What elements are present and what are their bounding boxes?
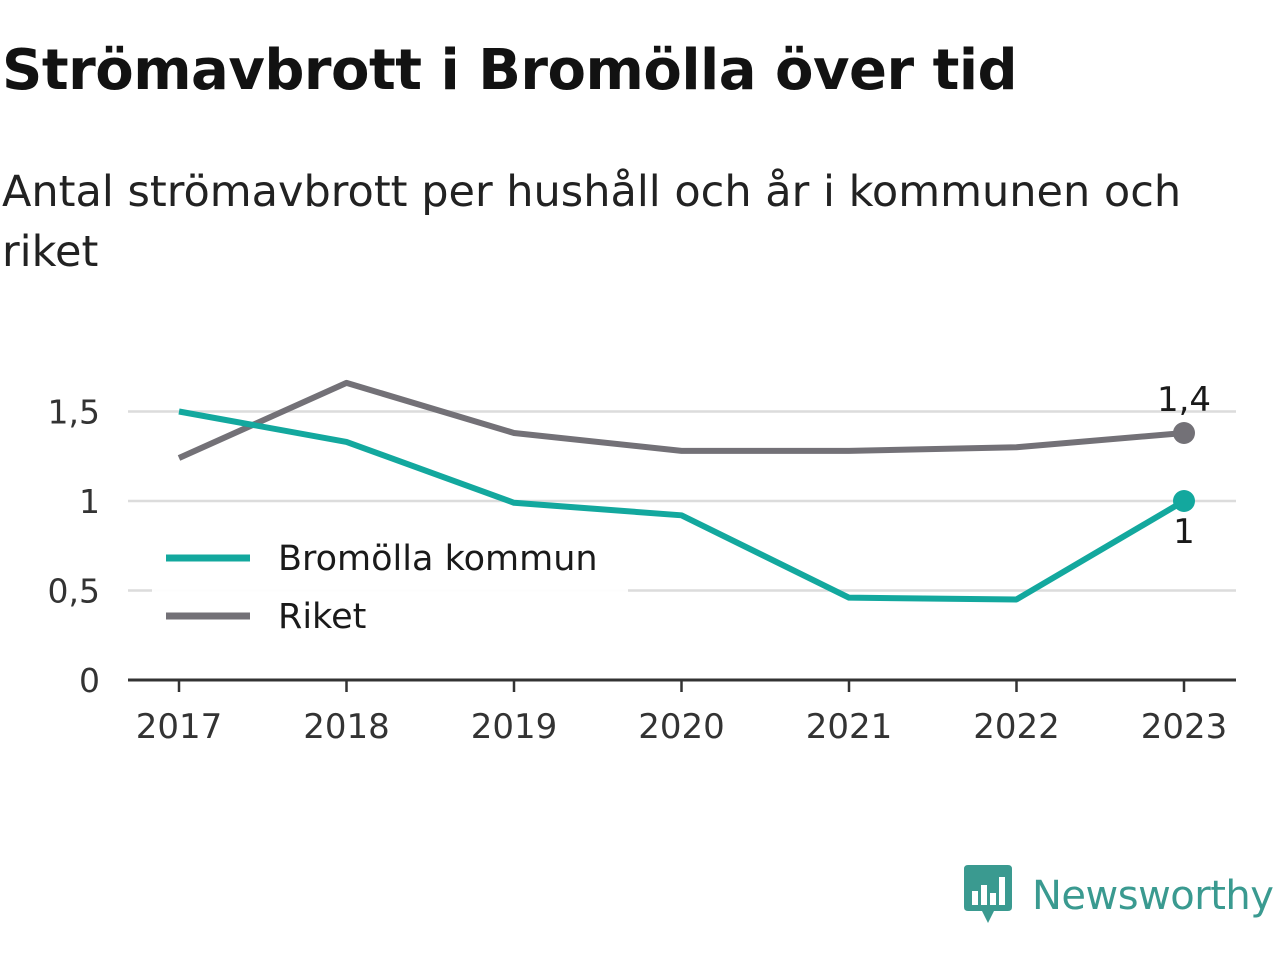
end-labels: 1,41 [1157, 380, 1211, 552]
y-axis-ticks: 0 0,5 1 1,5 [48, 393, 100, 701]
legend-background [152, 528, 628, 646]
x-tick-label: 2019 [471, 707, 558, 747]
legend-label: Bromölla kommun [278, 539, 598, 579]
newsworthy-logo-icon [964, 865, 1012, 923]
y-tick-label: 0,5 [48, 572, 100, 611]
y-tick-label: 0 [79, 661, 100, 700]
x-tick-label: 2018 [303, 707, 390, 747]
series-lines [177, 379, 1195, 603]
x-tick-label: 2020 [638, 707, 725, 747]
y-tick-label: 1 [79, 482, 100, 521]
x-tick-label: 2023 [1141, 707, 1228, 747]
end-value-label: 1 [1173, 512, 1195, 552]
legend: Bromölla kommun Riket [152, 528, 628, 646]
x-axis: 2017 2018 2019 2020 2021 2022 2023 [128, 678, 1236, 747]
x-tick-label: 2022 [973, 707, 1060, 747]
chart-title: Strömavbrott i Bromölla över tid [2, 38, 1018, 103]
series-line-riket [177, 379, 1185, 461]
x-tick-label: 2021 [806, 707, 893, 747]
legend-label: Riket [278, 597, 366, 637]
end-point-marker [1173, 421, 1195, 444]
end-value-label: 1,4 [1157, 380, 1211, 420]
x-tick-label: 2017 [136, 707, 223, 747]
end-point-marker [1173, 490, 1195, 512]
chart-subtitle: Antal strömavbrott per hushåll och år i … [2, 167, 1182, 277]
newsworthy-brand: Newsworthy [962, 864, 1274, 928]
y-tick-label: 1,5 [48, 393, 100, 432]
brand-name: Newsworthy [1032, 873, 1274, 919]
